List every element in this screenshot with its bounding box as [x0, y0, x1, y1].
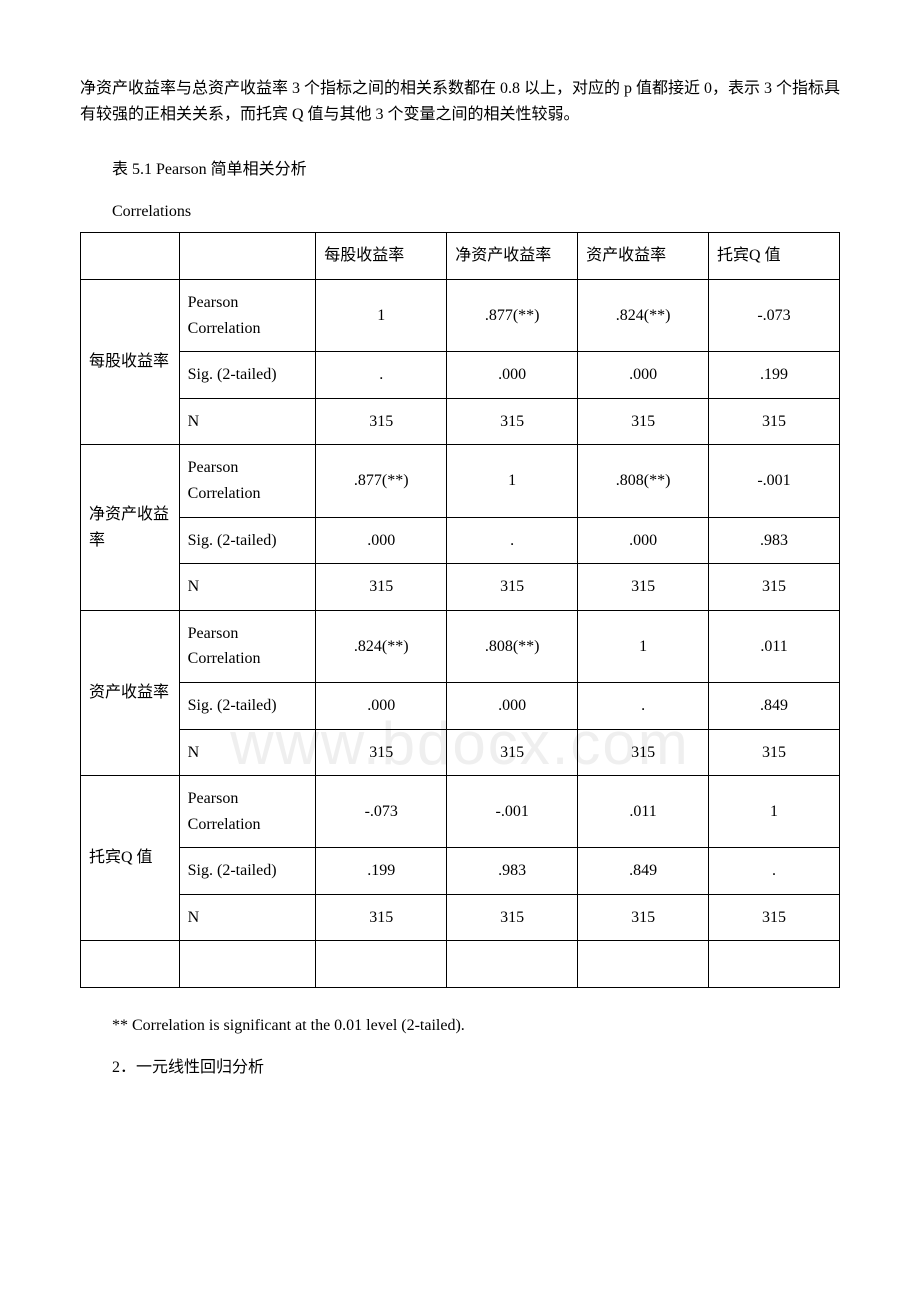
- cell: .199: [316, 848, 447, 895]
- cell: 315: [578, 398, 709, 445]
- cell: 315: [709, 729, 840, 776]
- cell: 315: [316, 894, 447, 941]
- empty-cell: [179, 941, 316, 988]
- stat-label: N: [179, 398, 316, 445]
- cell: .: [447, 517, 578, 564]
- cell: .849: [709, 682, 840, 729]
- cell: 1: [578, 610, 709, 682]
- table-caption: 表 5.1 Pearson 简单相关分析: [80, 157, 840, 183]
- cell: .: [316, 352, 447, 399]
- stat-label: Sig. (2-tailed): [179, 682, 316, 729]
- stat-label: Pearson Correlation: [179, 610, 316, 682]
- stat-label: N: [179, 729, 316, 776]
- table-subcaption: Correlations: [80, 199, 840, 225]
- table-row: N 315 315 315 315: [81, 398, 840, 445]
- cell: .000: [316, 517, 447, 564]
- cell: .199: [709, 352, 840, 399]
- section-2-heading: 2．一元线性回归分析: [80, 1055, 840, 1081]
- row-label: 每股收益率: [81, 279, 180, 444]
- stat-label: Sig. (2-tailed): [179, 517, 316, 564]
- row-label: 资产收益率: [81, 610, 180, 775]
- header-blank-1: [81, 233, 180, 280]
- stat-label: Pearson Correlation: [179, 279, 316, 351]
- cell: .000: [316, 682, 447, 729]
- cell: .000: [447, 682, 578, 729]
- cell: 315: [709, 564, 840, 611]
- stat-label: Sig. (2-tailed): [179, 352, 316, 399]
- stat-label: N: [179, 894, 316, 941]
- cell: .011: [578, 776, 709, 848]
- cell: .808(**): [447, 610, 578, 682]
- correlations-table: 每股收益率 净资产收益率 资产收益率 托宾Q 值 每股收益率 Pearson C…: [80, 232, 840, 988]
- empty-cell: [316, 941, 447, 988]
- cell: 315: [709, 894, 840, 941]
- header-col-4: 托宾Q 值: [709, 233, 840, 280]
- header-blank-2: [179, 233, 316, 280]
- table-row: Sig. (2-tailed) .000 .000 . .849: [81, 682, 840, 729]
- table-row: Sig. (2-tailed) .000 . .000 .983: [81, 517, 840, 564]
- cell: 315: [447, 564, 578, 611]
- cell: .000: [578, 352, 709, 399]
- cell: .849: [578, 848, 709, 895]
- empty-cell: [447, 941, 578, 988]
- cell: 1: [709, 776, 840, 848]
- cell: -.073: [316, 776, 447, 848]
- cell: -.073: [709, 279, 840, 351]
- cell: .000: [447, 352, 578, 399]
- table-row: 资产收益率 Pearson Correlation .824(**) .808(…: [81, 610, 840, 682]
- cell: 315: [447, 398, 578, 445]
- cell: 315: [447, 894, 578, 941]
- cell: 315: [578, 894, 709, 941]
- table-footnote: ** Correlation is significant at the 0.0…: [80, 1013, 840, 1039]
- cell: 315: [316, 564, 447, 611]
- table-row: 托宾Q 值 Pearson Correlation -.073 -.001 .0…: [81, 776, 840, 848]
- empty-cell: [578, 941, 709, 988]
- cell: .: [709, 848, 840, 895]
- table-row: Sig. (2-tailed) .199 .983 .849 .: [81, 848, 840, 895]
- stat-label: N: [179, 564, 316, 611]
- row-label: 净资产收益率: [81, 445, 180, 610]
- table-header-row: 每股收益率 净资产收益率 资产收益率 托宾Q 值: [81, 233, 840, 280]
- cell: .877(**): [447, 279, 578, 351]
- intro-paragraph: 净资产收益率与总资产收益率 3 个指标之间的相关系数都在 0.8 以上，对应的 …: [80, 76, 840, 127]
- header-col-1: 每股收益率: [316, 233, 447, 280]
- cell: 315: [578, 729, 709, 776]
- cell: 1: [447, 445, 578, 517]
- header-col-2: 净资产收益率: [447, 233, 578, 280]
- table-row: Sig. (2-tailed) . .000 .000 .199: [81, 352, 840, 399]
- stat-label: Pearson Correlation: [179, 445, 316, 517]
- table-row-empty: [81, 941, 840, 988]
- cell: .983: [709, 517, 840, 564]
- cell: 315: [578, 564, 709, 611]
- table-row: N 315 315 315 315: [81, 564, 840, 611]
- empty-cell: [709, 941, 840, 988]
- cell: 1: [316, 279, 447, 351]
- cell: 315: [316, 729, 447, 776]
- cell: -.001: [709, 445, 840, 517]
- cell: .824(**): [578, 279, 709, 351]
- cell: .000: [578, 517, 709, 564]
- table-row: 净资产收益率 Pearson Correlation .877(**) 1 .8…: [81, 445, 840, 517]
- header-col-3: 资产收益率: [578, 233, 709, 280]
- cell: 315: [447, 729, 578, 776]
- stat-label: Sig. (2-tailed): [179, 848, 316, 895]
- row-label: 托宾Q 值: [81, 776, 180, 941]
- cell: .011: [709, 610, 840, 682]
- cell: 315: [709, 398, 840, 445]
- table-row: N 315 315 315 315: [81, 729, 840, 776]
- cell: .808(**): [578, 445, 709, 517]
- empty-cell: [81, 941, 180, 988]
- cell: -.001: [447, 776, 578, 848]
- stat-label: Pearson Correlation: [179, 776, 316, 848]
- cell: .877(**): [316, 445, 447, 517]
- cell: .: [578, 682, 709, 729]
- cell: .824(**): [316, 610, 447, 682]
- cell: .983: [447, 848, 578, 895]
- cell: 315: [316, 398, 447, 445]
- table-row: 每股收益率 Pearson Correlation 1 .877(**) .82…: [81, 279, 840, 351]
- table-row: N 315 315 315 315: [81, 894, 840, 941]
